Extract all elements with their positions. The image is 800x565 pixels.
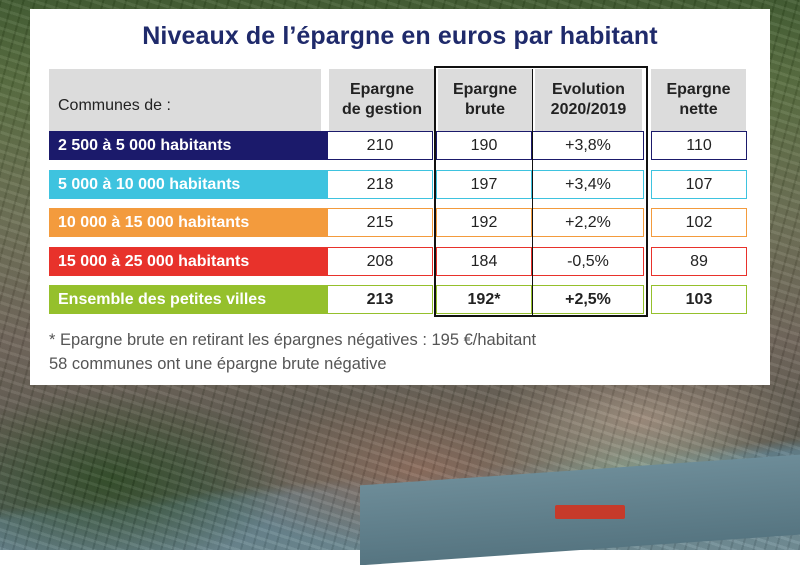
header-evolution: Evolution 2020/2019	[535, 69, 642, 131]
header-communes-label: Communes de :	[58, 97, 171, 114]
cell-gestion: 213	[327, 285, 433, 314]
row-label: 5 000 à 10 000 habitants	[49, 170, 327, 199]
cell-nette: 102	[651, 208, 747, 237]
header-evolution-cell	[535, 69, 642, 131]
footnote-line2: 58 communes ont une épargne brute négati…	[49, 355, 387, 373]
row-label: 15 000 à 25 000 habitants	[49, 247, 327, 276]
footnote-line1: * Epargne brute en retirant les épargnes…	[49, 331, 537, 349]
cell-brute: 192*	[436, 285, 532, 314]
cell-evolution: +2,2%	[532, 208, 644, 237]
cell-evolution: -0,5%	[532, 247, 644, 276]
row-label: 10 000 à 15 000 habitants	[49, 208, 327, 237]
header-epargne-nette: Epargne nette	[651, 69, 746, 131]
cell-gestion: 218	[327, 170, 433, 199]
column-divider	[532, 69, 533, 315]
row-label: 2 500 à 5 000 habitants	[49, 131, 327, 160]
header-nette-line1: Epargne	[666, 81, 731, 98]
cell-brute: 197	[436, 170, 532, 199]
cell-nette: 107	[651, 170, 747, 199]
header-brute-line1: Epargne	[452, 81, 517, 98]
header-nette-cell	[651, 69, 746, 131]
header-evolution-line1: Evolution	[552, 81, 625, 98]
cell-evolution: +3,8%	[532, 131, 644, 160]
ferry-boat	[555, 505, 625, 519]
cell-brute: 184	[436, 247, 532, 276]
page-title: Niveaux de l’épargne en euros par habita…	[142, 22, 658, 50]
cell-gestion: 210	[327, 131, 433, 160]
header-brute-cell	[438, 69, 532, 131]
cell-evolution: +2,5%	[532, 285, 644, 314]
cell-brute: 190	[436, 131, 532, 160]
cell-nette: 89	[651, 247, 747, 276]
header-evolution-line2: 2020/2019	[550, 101, 627, 118]
header-epargne-gestion: Epargne de gestion	[329, 69, 435, 131]
cell-nette: 103	[651, 285, 747, 314]
header-gestion-cell	[329, 69, 435, 131]
row-label-total: Ensemble des petites villes	[49, 285, 327, 314]
savings-table-panel: Niveaux de l’épargne en euros par habita…	[30, 9, 770, 385]
cell-evolution: +3,4%	[532, 170, 644, 199]
cell-gestion: 208	[327, 247, 433, 276]
header-brute-line2: brute	[464, 101, 505, 118]
cell-nette: 110	[651, 131, 747, 160]
header-nette-line2: nette	[679, 101, 718, 118]
cell-gestion: 215	[327, 208, 433, 237]
header-communes-cell	[49, 69, 321, 131]
header-gestion-line2: de gestion	[341, 101, 422, 118]
header-epargne-brute: Epargne brute	[438, 69, 532, 131]
cell-brute: 192	[436, 208, 532, 237]
header-gestion-line1: Epargne	[349, 81, 414, 98]
